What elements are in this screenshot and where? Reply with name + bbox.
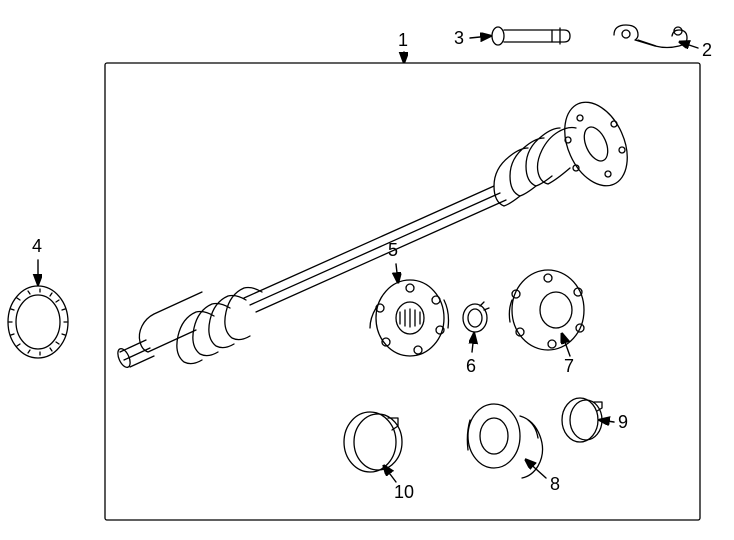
label-9: 9	[618, 412, 628, 433]
label-3: 3	[454, 28, 464, 49]
parts-diagram	[0, 0, 734, 540]
label-5: 5	[388, 240, 398, 261]
label-4: 4	[32, 236, 42, 257]
label-7: 7	[564, 356, 574, 377]
part-4-lock-ring	[8, 286, 68, 358]
part-3-bolt	[492, 27, 570, 45]
part-10-clamp	[344, 412, 402, 472]
label-1: 1	[398, 30, 408, 51]
label-8: 8	[550, 474, 560, 495]
label-10: 10	[394, 482, 414, 503]
callout-arrows	[38, 36, 698, 482]
assembly-border	[105, 63, 700, 520]
label-2: 2	[702, 40, 712, 61]
part-9-clamp	[562, 398, 602, 442]
part-7-shield	[509, 270, 584, 350]
part-8-boot	[467, 404, 542, 478]
part-5-cv-joint	[370, 280, 449, 356]
label-6: 6	[466, 356, 476, 377]
part-6-clip	[463, 302, 489, 332]
part-2-bracket	[614, 25, 687, 48]
